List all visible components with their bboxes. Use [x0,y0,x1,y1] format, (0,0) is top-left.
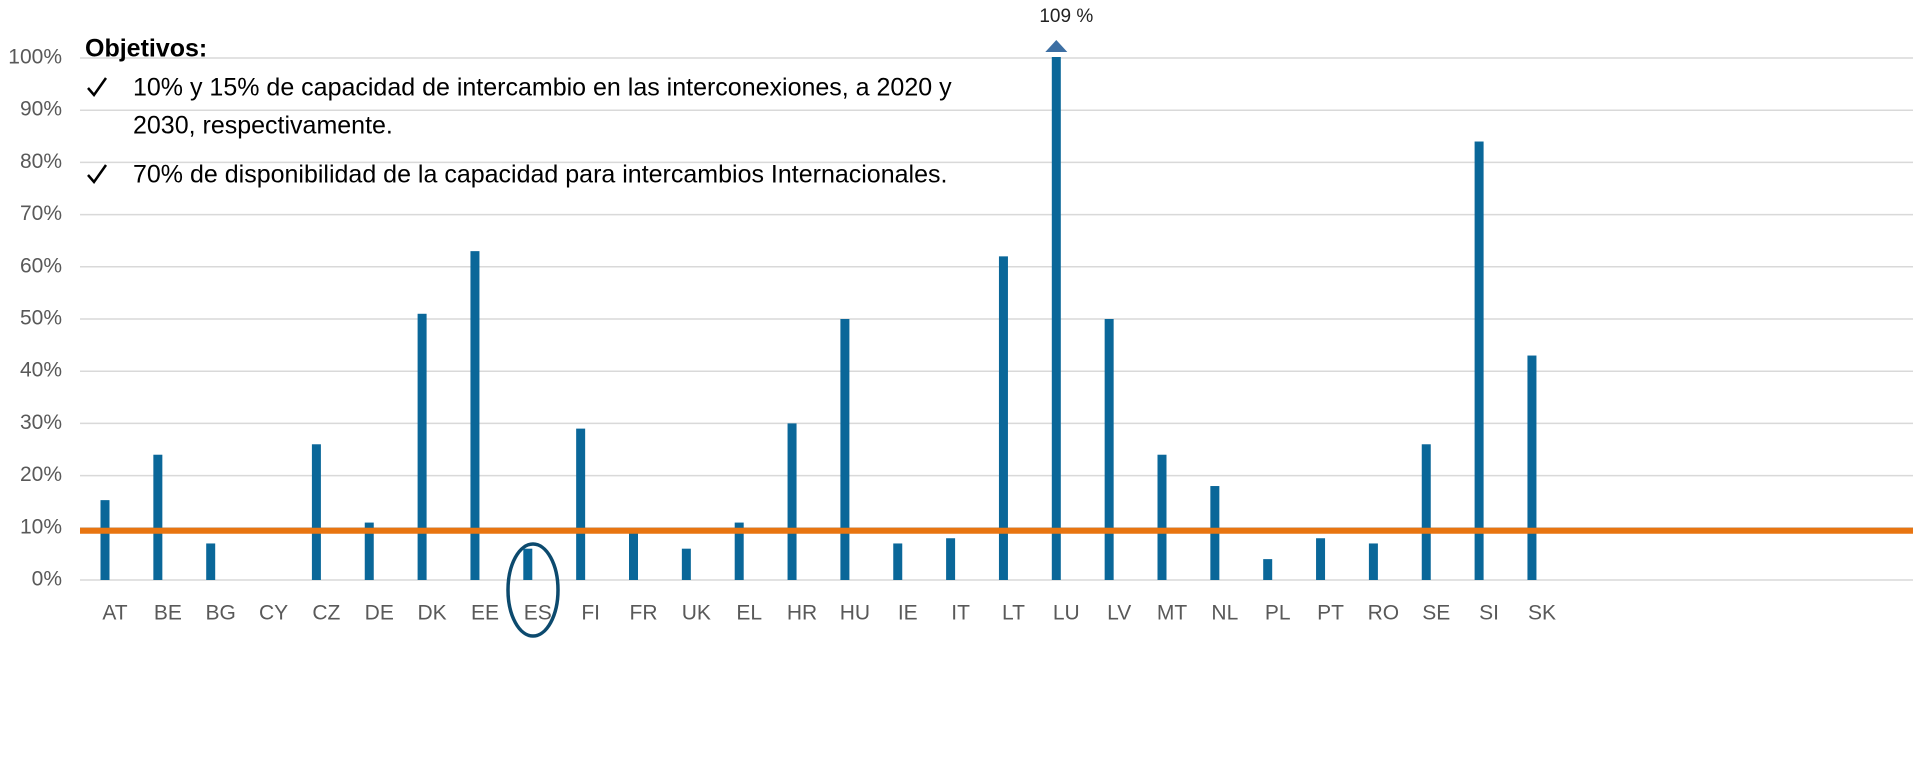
x-tick-label: FR [630,602,658,625]
bar [734,522,744,580]
bar [787,423,797,580]
bar [840,319,850,580]
x-tick-label: EL [736,602,762,625]
x-tick-label: LV [1107,602,1131,625]
overflow-arrow [1045,40,1068,52]
y-tick-label: 90% [20,98,62,121]
y-tick-label: 20% [20,463,62,486]
x-tick-label: PT [1317,602,1344,625]
bar [1157,454,1167,580]
bar [576,428,586,580]
bar [523,548,533,580]
y-tick-label: 50% [20,307,62,330]
y-tick-label: 40% [20,359,62,382]
check-icon [87,77,108,98]
x-tick-label: DK [418,602,447,625]
x-tick-label: DE [365,602,394,625]
bar [681,548,691,580]
bar [1051,57,1061,580]
highlight-circle [506,542,560,638]
y-tick-label: 80% [20,150,62,173]
bar [1104,319,1114,580]
x-tick-label: BE [154,602,182,625]
y-tick-label: 70% [20,202,62,225]
x-tick-label: RO [1368,602,1400,625]
bar [1527,355,1537,580]
bar [893,543,903,580]
bar [311,444,321,580]
bar [629,533,638,580]
bar [470,251,480,580]
value-label: 109 % [1039,6,1093,27]
bar [1316,538,1326,580]
x-tick-label: IE [898,602,918,625]
x-tick-label: SE [1422,602,1450,625]
x-tick-label: LU [1053,602,1080,625]
bar [1474,141,1484,580]
y-tick-label: 10% [20,515,62,538]
x-tick-label: ES [524,602,552,625]
x-tick-label: MT [1157,602,1187,625]
bar [364,522,374,580]
x-tick-label: UK [682,602,711,625]
y-tick-label: 30% [20,411,62,434]
x-tick-label: BG [206,602,236,625]
x-tick-label: FI [581,602,600,625]
bar [206,543,216,580]
check-icon [87,164,108,185]
x-tick-label: HU [840,602,870,625]
x-tick-label: HR [787,602,817,625]
x-tick-label: SI [1479,602,1499,625]
x-tick-label: PL [1265,602,1291,625]
bar [1421,444,1431,580]
bar [998,256,1008,580]
bar [100,500,110,580]
bar [1368,543,1378,580]
x-tick-label: SK [1528,602,1556,625]
bullet-text: 70% de disponibilidad de la capacidad pa… [133,161,947,189]
bullet-text: 2030, respectivamente. [133,112,393,140]
annotation-title: Objetivos: [85,35,207,63]
y-tick-label: 60% [20,254,62,277]
x-tick-label: CZ [312,602,340,625]
x-tick-label: NL [1211,602,1238,625]
y-tick-label: 0% [32,568,62,591]
x-tick-label: LT [1002,602,1025,625]
x-tick-label: AT [102,602,127,625]
x-tick-label: CY [259,602,288,625]
x-tick-label: IT [951,602,970,625]
x-tick-label: EE [471,602,499,625]
bar [1263,559,1273,580]
bullet-text: 10% y 15% de capacidad de intercambio en… [133,74,952,102]
bar [417,313,427,580]
bar [946,538,956,580]
annotation: Objetivos: 10% y 15% de capacidad de int… [85,35,952,189]
bar [153,454,163,580]
y-tick-label: 100% [8,46,62,69]
